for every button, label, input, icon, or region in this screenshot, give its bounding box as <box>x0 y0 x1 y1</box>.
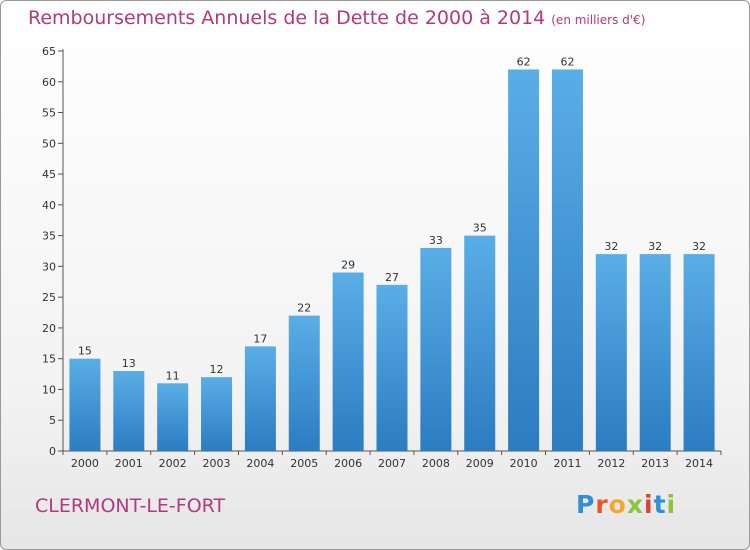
bar <box>244 346 276 451</box>
logo-letter: x <box>626 490 644 519</box>
bar <box>595 254 627 451</box>
labels: 2000 15 2001 13 2002 11 2003 12 2004 17 2005 22 2006… <box>71 55 713 470</box>
y-tick-label: 20 <box>42 322 56 335</box>
bar <box>639 254 671 451</box>
bar <box>332 272 364 451</box>
y-tick-label: 35 <box>42 230 56 243</box>
x-tick-label: 2002 <box>159 457 187 470</box>
bar <box>551 69 583 451</box>
y-tick-label: 15 <box>42 353 56 366</box>
data-label: 13 <box>122 357 136 370</box>
y-tick-label: 40 <box>42 199 56 212</box>
chart-subtitle: (en milliers d'€) <box>551 13 646 27</box>
data-label: 32 <box>692 240 706 253</box>
bar <box>113 371 145 451</box>
x-tick-label: 2011 <box>553 457 581 470</box>
chart-title-text: Remboursements Annuels de la Dette de 20… <box>28 7 546 29</box>
y-tick-label: 45 <box>42 168 56 181</box>
y-tick-label: 10 <box>42 383 56 396</box>
y-tick-label: 50 <box>42 137 56 150</box>
x-tick-label: 2013 <box>641 457 669 470</box>
y-tick-label: 0 <box>49 445 56 458</box>
proxiti-logo: Proxiti <box>576 490 676 519</box>
bar <box>420 247 452 451</box>
data-label: 33 <box>429 234 443 247</box>
y-tick-label: 5 <box>49 414 56 427</box>
x-tick-label: 2006 <box>334 457 362 470</box>
logo-letter: i <box>644 490 654 519</box>
logo-letter: o <box>608 490 627 519</box>
bar <box>69 358 101 451</box>
x-tick-label: 2005 <box>290 457 318 470</box>
x-tick-label: 2000 <box>71 457 99 470</box>
y-tick-label: 55 <box>42 107 56 120</box>
x-tick-label: 2007 <box>378 457 406 470</box>
chart-title: Remboursements Annuels de la Dette de 20… <box>28 7 645 29</box>
x-tick-label: 2008 <box>422 457 450 470</box>
x-tick-label: 2004 <box>246 457 274 470</box>
x-tick-label: 2014 <box>685 457 713 470</box>
y-tick-label: 25 <box>42 291 56 304</box>
bar <box>508 69 540 451</box>
x-tick-label: 2009 <box>466 457 494 470</box>
data-label: 62 <box>560 55 574 68</box>
y-tick-label: 30 <box>42 260 56 273</box>
bar <box>683 254 715 451</box>
data-label: 17 <box>253 332 267 345</box>
x-tick-label: 2003 <box>203 457 231 470</box>
logo-letter: r <box>595 490 609 519</box>
data-label: 11 <box>166 369 180 382</box>
logo-letter: i <box>666 490 677 519</box>
y-tick-label: 65 <box>42 45 56 58</box>
logo-letter: t <box>653 490 667 519</box>
bar <box>464 235 496 451</box>
x-tick-label: 2012 <box>597 457 625 470</box>
bar <box>157 383 189 451</box>
x-tick-label: 2010 <box>510 457 538 470</box>
data-label: 32 <box>648 240 662 253</box>
data-label: 22 <box>297 302 311 315</box>
data-label: 32 <box>604 240 618 253</box>
logo-letter: P <box>576 490 596 519</box>
bar <box>376 284 408 451</box>
bar <box>288 315 320 451</box>
data-label: 35 <box>473 222 487 235</box>
data-label: 12 <box>210 363 224 376</box>
data-label: 27 <box>385 271 399 284</box>
data-label: 62 <box>517 55 531 68</box>
bar <box>201 377 233 451</box>
y-tick-label: 60 <box>42 76 56 89</box>
data-label: 29 <box>341 259 355 272</box>
data-label: 15 <box>78 345 92 358</box>
x-tick-label: 2001 <box>115 457 143 470</box>
bars <box>69 69 715 451</box>
location-label: CLERMONT-LE-FORT <box>35 495 226 517</box>
